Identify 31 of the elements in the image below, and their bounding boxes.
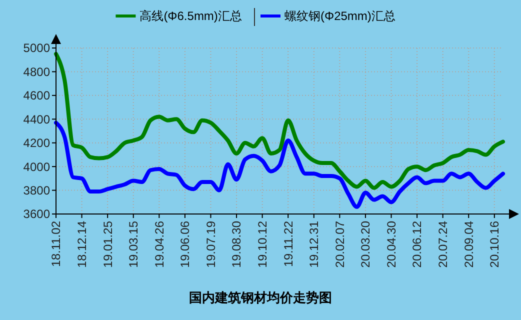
- x-tick-label: 20.04.30: [384, 220, 398, 268]
- x-tick-label: 20.02.07: [332, 220, 347, 268]
- x-tick-label: 19.11.22: [281, 220, 296, 267]
- y-tick-label: 5000: [23, 41, 50, 56]
- legend-label: 螺纹钢(Φ25mm)汇总: [284, 9, 396, 24]
- x-tick-label: 19.01.25: [100, 220, 115, 268]
- y-tick-label: 4600: [23, 88, 50, 103]
- x-tick-label: 18.11.02: [49, 220, 64, 267]
- x-tick-label: 20.06.12: [410, 220, 424, 268]
- y-tick-label: 4800: [23, 64, 50, 79]
- x-tick-label: 19.10.12: [256, 220, 270, 268]
- x-tick-label: 19.03.15: [126, 220, 141, 268]
- x-tick-label: 19.07.19: [204, 220, 218, 268]
- y-tick-label: 4400: [23, 112, 50, 126]
- x-tick-label: 20.03.20: [358, 220, 373, 268]
- x-tick-label: 18.12.14: [74, 220, 89, 268]
- y-tick-label: 3800: [23, 183, 50, 198]
- y-tick-label: 4200: [23, 136, 50, 150]
- x-tick-label: 20.10.16: [488, 220, 502, 268]
- y-tick-label: 3600: [23, 207, 50, 222]
- x-tick-label: 19.04.26: [152, 220, 166, 268]
- x-tick-label: 19.06.06: [178, 220, 192, 268]
- text: 国内建筑钢材均价走势图: [189, 290, 332, 305]
- y-tick-label: 4000: [23, 160, 50, 174]
- x-tick-label: 20.07.24: [436, 220, 450, 268]
- x-tick-label: 19.08.30: [230, 220, 244, 268]
- legend-label: 高线(Φ6.5mm)汇总: [140, 9, 242, 24]
- line-series: [54, 52, 505, 190]
- line-series: [54, 120, 505, 209]
- x-tick-label: 20.09.04: [462, 220, 476, 268]
- x-tick-label: 19.12.31: [307, 220, 322, 268]
